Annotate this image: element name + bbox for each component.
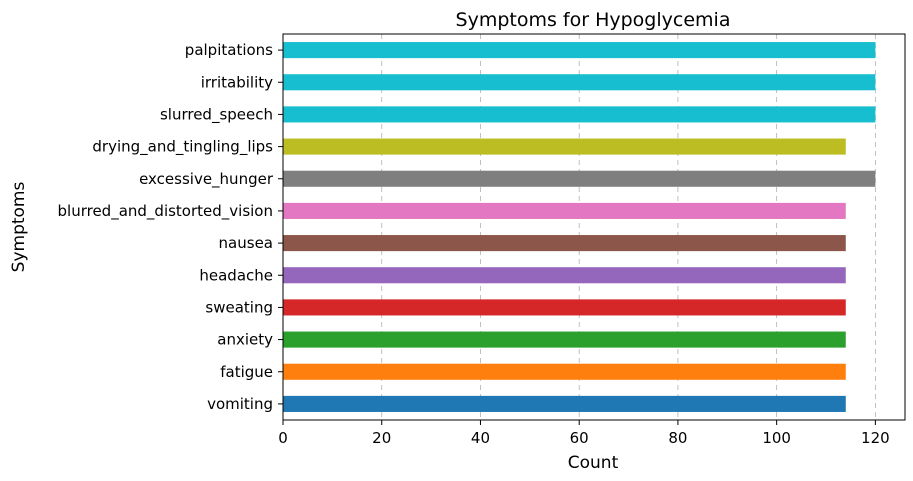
bar-sweating [283,299,846,316]
bar-fatigue [283,363,846,380]
y-tick-label: slurred_speech [160,105,273,124]
y-tick-label: vomiting [207,395,273,413]
x-tick-label: 80 [668,429,687,447]
bar-vomiting [283,395,846,412]
x-tick-label: 60 [570,429,589,447]
x-tick-label: 20 [372,429,391,447]
y-tick-label: headache [199,266,273,284]
bar-drying_and_tingling_lips [283,138,846,155]
x-tick-label: 40 [471,429,490,447]
y-tick-label: irritability [201,73,273,91]
y-tick-label: palpitations [185,41,273,59]
x-tick-label: 120 [861,429,890,447]
y-tick-label: sweating [205,298,273,316]
bars [283,42,876,412]
y-tick-label: nausea [219,234,273,252]
bar-headache [283,267,846,284]
y-tick-label: blurred_and_distorted_vision [58,202,273,221]
bar-excessive_hunger [283,170,876,187]
bar-nausea [283,235,846,252]
chart-title: Symptoms for Hypoglycemia [456,9,731,31]
y-axis-label: Symptoms [9,182,29,273]
bar-slurred_speech [283,106,876,123]
bar-blurred_and_distorted_vision [283,202,846,219]
x-axis-ticks: 0 20 40 60 80 100 120 [278,420,890,447]
x-axis-label: Count [568,453,619,473]
y-tick-label: fatigue [220,363,273,381]
plot-frame [282,33,906,421]
grid-lines [282,34,876,420]
bar-palpitations [283,42,876,59]
y-tick-label: drying_and_tingling_lips [92,138,273,157]
y-axis-ticks: vomiting fatigue anxiety sweating headache na… [58,41,283,413]
x-tick-label: 100 [762,429,791,447]
bar-anxiety [283,331,846,348]
y-tick-label: excessive_hunger [139,170,274,189]
x-tick-label: 0 [278,429,288,447]
bar-irritability [283,74,876,91]
y-tick-label: anxiety [217,331,273,349]
